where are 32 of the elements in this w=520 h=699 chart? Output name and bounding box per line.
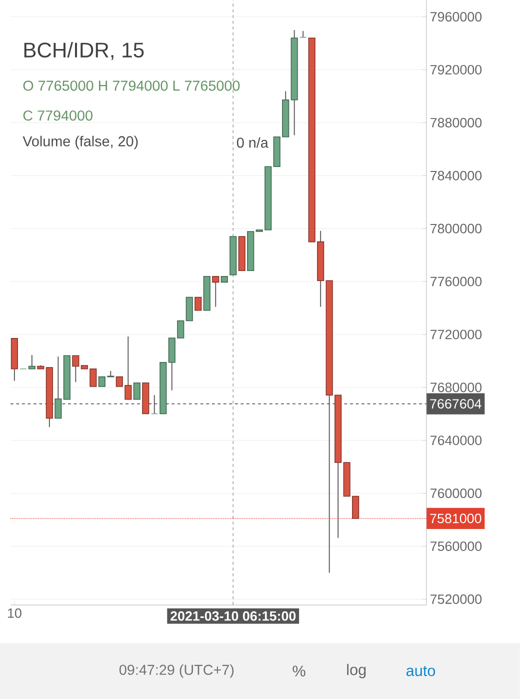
candlestick xyxy=(212,276,220,308)
y-tick-label: 7560000 xyxy=(430,541,482,552)
annotation: C 7794000 xyxy=(23,110,92,121)
candlestick xyxy=(186,296,193,322)
y-tick-label: 7920000 xyxy=(430,64,482,74)
x-tick-label: 10 xyxy=(8,608,22,618)
y-tick-label: 7880000 xyxy=(430,118,482,128)
y-tick-label: 7520000 xyxy=(430,594,482,604)
text: % xyxy=(292,666,306,676)
text: 09:47:29 (UTC+7) xyxy=(120,664,234,678)
text: log xyxy=(347,664,366,678)
text: BCH/IDR, 15 xyxy=(24,42,144,60)
annotation: O 7765000 H 7794000 L 7765000 xyxy=(23,80,240,91)
y-tick-label: 7640000 xyxy=(430,436,482,446)
y-tick-label: 7960000 xyxy=(430,12,482,22)
y-tick-label: 7840000 xyxy=(430,170,482,180)
candlestick xyxy=(72,355,80,383)
candlestick xyxy=(194,296,202,311)
annotation: Volume (false, 20) xyxy=(22,136,138,150)
ref-line-label: 7581000 xyxy=(430,514,482,524)
y-tick-label: 7800000 xyxy=(430,224,482,234)
y-tick-label: 7600000 xyxy=(430,488,482,498)
candlestick xyxy=(133,382,140,400)
ref-line-label: 7667604 xyxy=(430,399,482,409)
y-tick-label: 7720000 xyxy=(430,330,482,340)
y-tick-label: 7680000 xyxy=(430,382,482,392)
y-tick-label: 7760000 xyxy=(430,276,482,286)
candlestick xyxy=(300,30,307,38)
text: auto xyxy=(406,666,436,676)
annotation: 0 n/a xyxy=(236,137,268,148)
candlestick xyxy=(28,354,36,370)
x-tick-label: 2021-03-10 06:15:00 xyxy=(170,611,296,621)
